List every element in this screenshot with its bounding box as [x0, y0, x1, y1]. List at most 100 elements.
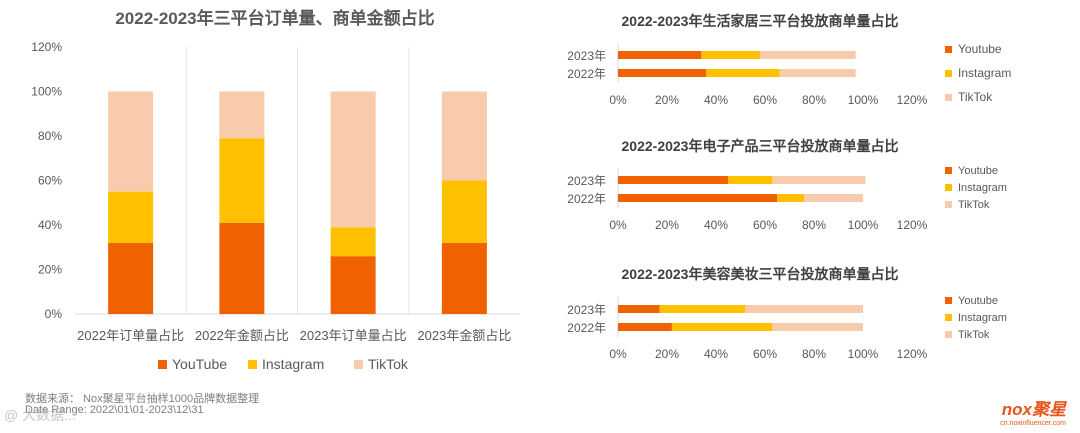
- chart-1-legend-swatch: [158, 360, 167, 369]
- brand-name: nox聚星: [1001, 400, 1066, 419]
- chart-4-legend-label: Youtube: [958, 295, 998, 307]
- chart-3-legend-swatch: [945, 201, 952, 208]
- chart-1-legend-label: Instagram: [262, 356, 324, 372]
- chart-3-x-tick-label: 100%: [848, 218, 879, 232]
- chart-1-bar-segment: [330, 91, 376, 228]
- chart-4-x-tick-label: 60%: [753, 347, 777, 361]
- chart-1-y-tick-label: 80%: [38, 129, 62, 143]
- chart-2-x-tick-label: 120%: [897, 93, 928, 107]
- chart-1-bar-segment: [441, 180, 487, 243]
- chart-4-x-tick-label: 40%: [704, 347, 728, 361]
- chart-4-y-tick-label: 2023年: [567, 303, 606, 317]
- chart-3-bar-segment: [804, 194, 863, 202]
- chart-4-bar-segment: [618, 323, 672, 331]
- chart-1-y-tick-label: 60%: [38, 174, 62, 188]
- chart-1-legend-label: YouTube: [172, 356, 227, 372]
- chart-2-bar-segment: [779, 69, 856, 77]
- chart-3-bar-segment: [728, 176, 773, 184]
- chart-4-title: 2022-2023年美容美妆三平台投放商单量占比: [622, 266, 899, 282]
- chart-3-legend-label: TikTok: [958, 199, 990, 211]
- chart-2-x-tick-label: 100%: [848, 93, 879, 107]
- chart-4-x-tick-label: 120%: [897, 347, 928, 361]
- chart-2-bar-segment: [618, 51, 702, 59]
- chart-1-legend-label: TikTok: [368, 356, 409, 372]
- chart-2-legend-label: Instagram: [958, 66, 1011, 80]
- chart-2-x-tick-label: 40%: [704, 93, 728, 107]
- chart-3-y-tick-label: 2022年: [567, 192, 606, 206]
- chart-1-y-tick-label: 0%: [45, 307, 63, 321]
- chart-1-bar-segment: [330, 227, 376, 257]
- chart-1-title: 2022-2023年三平台订单量、商单金额占比: [115, 8, 434, 28]
- chart-4-y-tick-label: 2022年: [567, 321, 606, 335]
- chart-4-legend-swatch: [945, 297, 952, 304]
- chart-1-bar-segment: [219, 138, 265, 223]
- chart-3-legend-swatch: [945, 184, 952, 191]
- chart-1-legend-swatch: [248, 360, 257, 369]
- chart-1-y-tick-label: 20%: [38, 263, 62, 277]
- chart-1-bar-segment: [330, 256, 376, 314]
- chart-1-x-tick-label: 2023年金额占比: [417, 328, 511, 343]
- chart-4-legend-label: Instagram: [958, 312, 1007, 324]
- chart-4-x-tick-label: 20%: [655, 347, 679, 361]
- chart-2-x-tick-label: 80%: [802, 93, 826, 107]
- chart-3-y-tick-label: 2023年: [567, 174, 606, 188]
- chart-4-x-tick-label: 0%: [609, 347, 627, 361]
- chart-3-bar-segment: [618, 194, 778, 202]
- chart-2-legend-swatch: [945, 46, 952, 53]
- chart-4-legend-swatch: [945, 314, 952, 321]
- chart-3-x-tick-label: 80%: [802, 218, 826, 232]
- chart-3-x-tick-label: 60%: [753, 218, 777, 232]
- chart-1-legend-swatch: [354, 360, 363, 369]
- chart-4-legend-label: TikTok: [958, 329, 990, 341]
- chart-3-bar-segment: [777, 194, 805, 202]
- brand-logo: nox聚星 cn.noxinfluencer.com: [1000, 395, 1066, 427]
- chart-1-x-tick-label: 2023年订单量占比: [300, 328, 407, 343]
- chart-4-legend-swatch: [945, 331, 952, 338]
- chart-2-bar-segment: [706, 69, 780, 77]
- chart-2-bar-segment: [701, 51, 761, 59]
- chart-4-bar-segment: [618, 305, 660, 313]
- chart-2-y-tick-label: 2023年: [567, 49, 606, 63]
- chart-4-bar-segment: [772, 323, 863, 331]
- chart-1-x-tick-label: 2022年订单量占比: [77, 328, 184, 343]
- chart-2-x-tick-label: 60%: [753, 93, 777, 107]
- chart-1-x-tick-label: 2022年金额占比: [195, 328, 289, 343]
- chart-2-bar-segment: [760, 51, 856, 59]
- chart-3-bar-segment: [618, 176, 729, 184]
- chart-1-y-tick-label: 120%: [31, 40, 62, 54]
- chart-1-y-tick-label: 100%: [31, 85, 62, 99]
- chart-1-bar-segment: [108, 242, 154, 314]
- chart-1-bar-segment: [108, 191, 154, 243]
- chart-2-x-tick-label: 0%: [609, 93, 627, 107]
- chart-4-bar-segment: [671, 323, 773, 331]
- chart-3-title: 2022-2023年电子产品三平台投放商单量占比: [622, 138, 899, 154]
- chart-4-bar-segment: [745, 305, 863, 313]
- chart-4-x-tick-label: 100%: [848, 347, 879, 361]
- brand-url: cn.noxinfluencer.com: [1000, 420, 1066, 427]
- chart-1-bar-segment: [441, 242, 487, 314]
- chart-2-legend-label: Youtube: [958, 42, 1002, 56]
- chart-3-x-tick-label: 0%: [609, 218, 627, 232]
- date-range-note: Date Range: 2022\01\01-2023\12\31: [25, 404, 204, 416]
- chart-3-bar-segment: [772, 176, 866, 184]
- chart-2-x-tick-label: 20%: [655, 93, 679, 107]
- chart-1-y-tick-label: 40%: [38, 218, 62, 232]
- chart-2-bar-segment: [618, 69, 707, 77]
- chart-3-legend-swatch: [945, 167, 952, 174]
- watermark: @ 大数据...: [4, 407, 76, 423]
- data-source-note: 数据来源： Nox聚星平台抽样1000品牌数据整理: [25, 393, 260, 405]
- chart-4-bar-segment: [659, 305, 746, 313]
- chart-4-x-tick-label: 80%: [802, 347, 826, 361]
- chart-2-title: 2022-2023年生活家居三平台投放商单量占比: [622, 13, 899, 29]
- chart-2-legend-swatch: [945, 94, 952, 101]
- chart-3-legend-label: Youtube: [958, 165, 998, 177]
- chart-1-bar-segment: [441, 91, 487, 181]
- chart-2-y-tick-label: 2022年: [567, 67, 606, 81]
- chart-2-legend-swatch: [945, 70, 952, 77]
- chart-1-bar-segment: [219, 222, 265, 314]
- chart-3-x-tick-label: 40%: [704, 218, 728, 232]
- chart-3-legend-label: Instagram: [958, 182, 1007, 194]
- chart-3-x-tick-label: 20%: [655, 218, 679, 232]
- chart-2-legend-label: TikTok: [958, 90, 993, 104]
